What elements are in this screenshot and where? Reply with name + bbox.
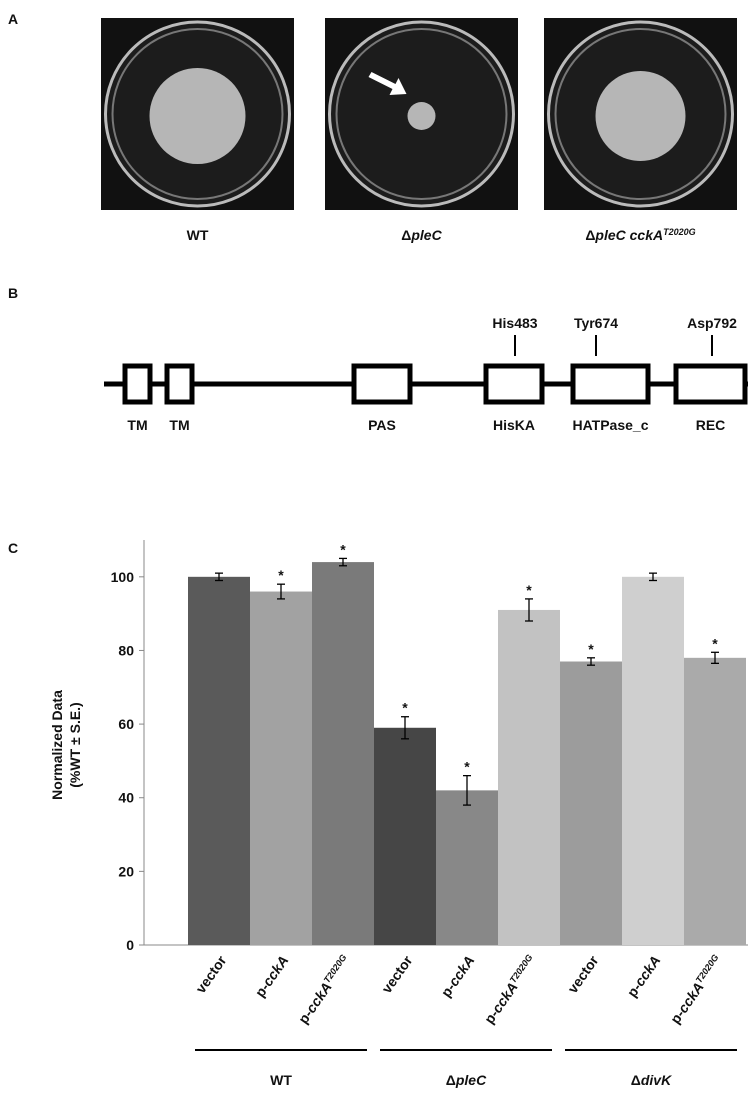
bar <box>374 727 436 945</box>
domain-box <box>483 363 545 405</box>
error-bar <box>587 657 595 666</box>
site-label: Tyr674 <box>574 315 618 331</box>
text-part: pleC <box>410 227 442 243</box>
bar <box>622 576 684 945</box>
x-tick-label: p-cckA <box>252 953 292 1000</box>
text-part: T2020G <box>322 953 349 985</box>
colony <box>149 68 246 164</box>
x-tick-label: vector <box>192 952 230 996</box>
text-part: pleC cckA <box>594 227 663 243</box>
colony <box>595 71 686 161</box>
bar <box>560 661 622 945</box>
x-tick-label: p-cckAT2020G <box>481 953 540 1027</box>
error-bar <box>649 572 657 582</box>
error-bar <box>525 598 533 622</box>
domain-label: HisKA <box>493 417 535 433</box>
y-axis-label: Normalized Data (%WT ± S.E.) <box>49 690 83 800</box>
x-tick-label: p-cckA <box>438 953 478 1000</box>
significance-mark: * <box>526 582 532 598</box>
petri-rim <box>111 28 284 200</box>
bar <box>436 790 498 945</box>
colony <box>407 102 436 130</box>
x-tick-label: p-cckAT2020G <box>295 953 354 1027</box>
y-tick-label: 60 <box>118 716 134 732</box>
group-label: ΔpleC <box>446 1072 487 1088</box>
domain-box <box>164 363 195 405</box>
text-part: Δ <box>631 1072 641 1088</box>
text-part: vector <box>192 952 230 996</box>
significance-mark: * <box>464 759 470 775</box>
text-part: vector <box>378 952 416 996</box>
text-part: cckA <box>445 953 477 990</box>
plate-label: ΔpleC <box>401 227 442 243</box>
domain-label: REC <box>696 417 726 433</box>
group-label: ΔdivK <box>631 1072 672 1088</box>
text-part: pleC <box>455 1072 487 1088</box>
domain-label: PAS <box>368 417 396 433</box>
bar <box>498 609 560 945</box>
bar <box>312 562 374 945</box>
y-tick-label: 0 <box>126 937 134 953</box>
petri-rim <box>554 28 727 200</box>
text-part: Δ <box>446 1072 456 1088</box>
domain-box <box>570 363 651 405</box>
error-bar <box>463 774 471 806</box>
domain-box <box>351 363 413 405</box>
text-part: Δ <box>585 227 595 243</box>
text-part: divK <box>641 1072 672 1088</box>
y-tick-label: 20 <box>118 863 134 879</box>
y-tick-label: 40 <box>118 790 134 806</box>
arrow <box>368 72 407 95</box>
y-axis-label-line: (%WT ± S.E.) <box>67 702 83 787</box>
domain-label: HATPase_c <box>572 417 648 433</box>
y-tick-label: 100 <box>111 569 135 585</box>
panel-label: C <box>8 540 18 556</box>
domain-box <box>673 363 748 405</box>
text-part: T2020G <box>663 227 696 237</box>
x-tick-label: vector <box>378 952 416 996</box>
error-bar <box>339 557 347 567</box>
x-tick-label: p-cckA <box>624 953 664 1000</box>
domain-box <box>122 363 153 405</box>
significance-mark: * <box>588 641 594 657</box>
site-label: Asp792 <box>687 315 737 331</box>
petri-rim <box>335 28 508 200</box>
significance-mark: * <box>402 700 408 716</box>
error-bar <box>401 716 409 740</box>
plate-label: ΔpleC cckAT2020G <box>585 227 695 243</box>
text-part: cckA <box>259 953 291 990</box>
x-tick-label: vector <box>564 952 602 996</box>
error-bar <box>711 651 719 664</box>
text-part: T2020G <box>694 953 721 985</box>
domain-label: TM <box>169 417 189 433</box>
error-bar <box>277 583 285 600</box>
bar <box>684 657 746 945</box>
panel-label: B <box>8 285 18 301</box>
panel-label: A <box>8 11 18 27</box>
significance-mark: * <box>278 567 284 583</box>
bar <box>188 576 250 945</box>
group-label: WT <box>270 1072 292 1088</box>
bar <box>250 591 312 945</box>
text-part: WT <box>270 1072 292 1088</box>
error-bar <box>215 572 223 582</box>
significance-mark: * <box>340 541 346 557</box>
y-axis-label-line: Normalized Data <box>49 690 65 800</box>
domain-label: TM <box>127 417 147 433</box>
text-part: WT <box>187 227 209 243</box>
text-part: Δ <box>401 227 411 243</box>
significance-mark: * <box>712 635 718 651</box>
plate-label: WT <box>187 227 209 243</box>
text-part: vector <box>564 952 602 996</box>
x-tick-label: p-cckAT2020G <box>667 953 726 1027</box>
text-part: cckA <box>631 953 663 990</box>
text-part: T2020G <box>508 953 535 985</box>
site-label: His483 <box>492 315 537 331</box>
y-tick-label: 80 <box>118 642 134 658</box>
